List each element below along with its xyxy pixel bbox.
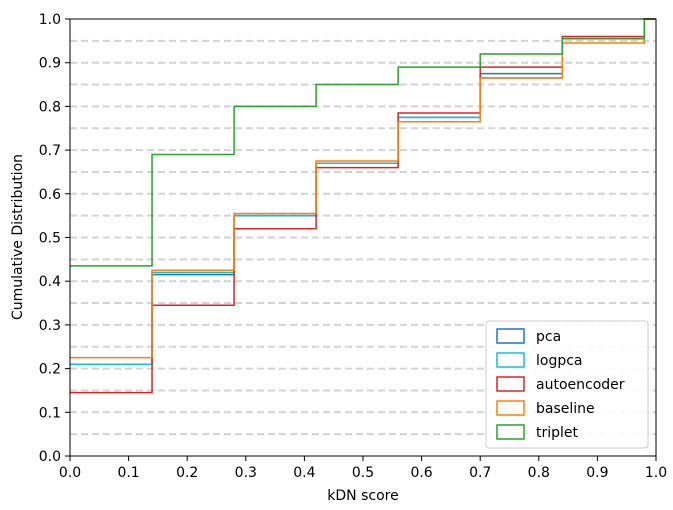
legend-swatch-triplet — [496, 424, 525, 440]
legend-swatch-pca — [496, 328, 525, 344]
legend-label-autoencoder: autoencoder — [536, 377, 625, 393]
y-tick-label-9: 0.9 — [39, 56, 61, 72]
y-tick-label-7: 0.7 — [39, 143, 61, 159]
y-tick-label-3: 0.3 — [39, 318, 61, 334]
x-tick-label-6: 0.6 — [410, 465, 432, 481]
y-axis-label: Cumulative Distribution — [10, 154, 26, 320]
x-tick-label-8: 0.8 — [528, 465, 550, 481]
series-lines — [70, 18, 656, 394]
x-tick-label-2: 0.2 — [176, 465, 198, 481]
y-tick-label-8: 0.8 — [39, 99, 61, 115]
legend-swatch-autoencoder — [496, 376, 525, 392]
y-tick-label-10: 1.0 — [39, 12, 61, 28]
y-tick-label-2: 0.2 — [39, 362, 61, 378]
y-tick-label-4: 0.4 — [39, 274, 61, 290]
legend: pca logpca autoencoder baseline triplet — [485, 320, 649, 449]
x-tick-label-1: 0.1 — [117, 465, 139, 481]
legend-box — [485, 320, 649, 449]
y-tick-label-5: 0.5 — [39, 231, 61, 247]
x-axis-label: kDN score — [327, 488, 398, 504]
legend-label-logpca: logpca — [536, 353, 583, 369]
legend-label-baseline: baseline — [536, 401, 595, 417]
x-tick-label-7: 0.7 — [469, 465, 491, 481]
legend-label-triplet: triplet — [536, 425, 579, 441]
x-tick-label-9: 0.9 — [586, 465, 608, 481]
y-tick-label-0: 0.0 — [39, 449, 61, 465]
x-tick-label-5: 0.5 — [352, 465, 374, 481]
x-tick-label-10: 1.0 — [645, 465, 667, 481]
series-line-baseline — [70, 18, 656, 359]
x-tick-label-3: 0.3 — [235, 465, 257, 481]
legend-swatch-logpca — [496, 352, 525, 368]
x-tick-label-4: 0.4 — [293, 465, 315, 481]
x-axis-ticks: 0.0 0.1 0.2 0.3 0.4 0.5 0.6 0.7 0.8 0.9 1.0 — [59, 456, 667, 481]
y-axis-ticks: 0.0 0.1 0.2 0.3 0.4 0.5 0.6 0.7 0.8 0.9 1.0 — [39, 12, 70, 465]
y-tick-label-6: 0.6 — [39, 187, 61, 203]
x-tick-label-0: 0.0 — [59, 465, 81, 481]
series-line-triplet — [70, 18, 656, 267]
legend-swatch-baseline — [496, 400, 525, 416]
y-tick-label-1: 0.1 — [39, 405, 61, 421]
legend-label-pca: pca — [536, 329, 561, 345]
